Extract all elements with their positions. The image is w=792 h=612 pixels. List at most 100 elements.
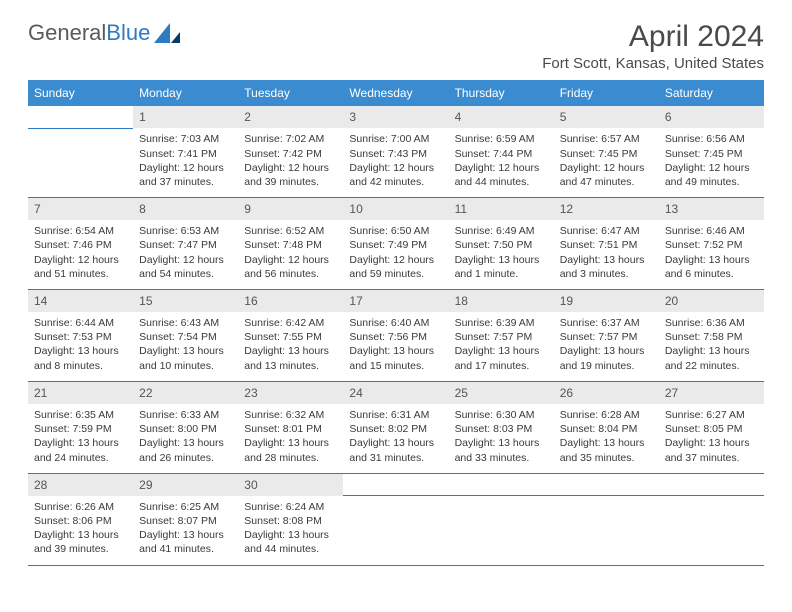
sunrise-text: Sunrise: 6:31 AM [349,408,442,422]
sunset-text: Sunset: 7:51 PM [560,238,653,252]
daylight-text: and 31 minutes. [349,451,442,465]
sunset-text: Sunset: 7:54 PM [139,330,232,344]
sunrise-text: Sunrise: 6:27 AM [665,408,758,422]
day-number: 9 [238,198,343,221]
day-cell: Sunrise: 6:40 AMSunset: 7:56 PMDaylight:… [343,312,448,381]
day-cell: Sunrise: 6:37 AMSunset: 7:57 PMDaylight:… [554,312,659,381]
daylight-text: Daylight: 12 hours [349,253,442,267]
daylight-text: and 33 minutes. [455,451,548,465]
daylight-text: Daylight: 13 hours [139,436,232,450]
sunrise-text: Sunrise: 6:59 AM [455,132,548,146]
daylight-text: Daylight: 12 hours [560,161,653,175]
sunrise-text: Sunrise: 6:25 AM [139,500,232,514]
day-cell: Sunrise: 6:35 AMSunset: 7:59 PMDaylight:… [28,404,133,473]
sunrise-text: Sunrise: 6:54 AM [34,224,127,238]
day-cell [659,496,764,565]
daylight-text: and 8 minutes. [34,359,127,373]
day-number: 13 [659,198,764,221]
sunset-text: Sunset: 7:41 PM [139,147,232,161]
sunrise-text: Sunrise: 6:32 AM [244,408,337,422]
day-cell [449,496,554,565]
sail-icon [154,23,180,43]
day-number: 8 [133,198,238,221]
daylight-text: and 44 minutes. [455,175,548,189]
sunrise-text: Sunrise: 6:35 AM [34,408,127,422]
sunset-text: Sunset: 8:07 PM [139,514,232,528]
day-number: 28 [28,473,133,496]
daylight-text: and 24 minutes. [34,451,127,465]
daylight-text: and 37 minutes. [665,451,758,465]
day-cell: Sunrise: 6:46 AMSunset: 7:52 PMDaylight:… [659,220,764,289]
day-cell: Sunrise: 6:42 AMSunset: 7:55 PMDaylight:… [238,312,343,381]
daylight-text: Daylight: 13 hours [560,253,653,267]
sunset-text: Sunset: 7:57 PM [560,330,653,344]
daylight-text: Daylight: 13 hours [665,253,758,267]
daylight-text: and 56 minutes. [244,267,337,281]
sunrise-text: Sunrise: 6:40 AM [349,316,442,330]
day-cell: Sunrise: 6:47 AMSunset: 7:51 PMDaylight:… [554,220,659,289]
sunset-text: Sunset: 8:08 PM [244,514,337,528]
daylight-text: Daylight: 13 hours [349,344,442,358]
daylight-text: and 44 minutes. [244,542,337,556]
sunset-text: Sunset: 7:45 PM [560,147,653,161]
day-cell: Sunrise: 6:26 AMSunset: 8:06 PMDaylight:… [28,496,133,565]
sunrise-text: Sunrise: 6:52 AM [244,224,337,238]
daylight-text: and 6 minutes. [665,267,758,281]
day-number: 19 [554,289,659,312]
daylight-text: Daylight: 13 hours [244,528,337,542]
sunset-text: Sunset: 7:52 PM [665,238,758,252]
day-cell: Sunrise: 6:25 AMSunset: 8:07 PMDaylight:… [133,496,238,565]
day-number: 18 [449,289,554,312]
sunrise-text: Sunrise: 6:56 AM [665,132,758,146]
sunrise-text: Sunrise: 6:50 AM [349,224,442,238]
daylight-text: and 47 minutes. [560,175,653,189]
calendar-table: Sunday Monday Tuesday Wednesday Thursday… [28,80,764,566]
day-number: 5 [554,106,659,128]
day-number: 25 [449,381,554,404]
sunset-text: Sunset: 8:01 PM [244,422,337,436]
day-cell: Sunrise: 6:49 AMSunset: 7:50 PMDaylight:… [449,220,554,289]
logo: GeneralBlue [28,20,180,46]
sunrise-text: Sunrise: 6:49 AM [455,224,548,238]
sunrise-text: Sunrise: 6:43 AM [139,316,232,330]
day-number: 10 [343,198,448,221]
day-content-row: Sunrise: 6:26 AMSunset: 8:06 PMDaylight:… [28,496,764,565]
day-number: 29 [133,473,238,496]
day-number [449,473,554,496]
daylight-text: and 37 minutes. [139,175,232,189]
daylight-text: Daylight: 13 hours [560,344,653,358]
page: GeneralBlue April 2024 Fort Scott, Kansa… [0,0,792,586]
sunset-text: Sunset: 7:44 PM [455,147,548,161]
daylight-text: and 22 minutes. [665,359,758,373]
day-content-row: Sunrise: 6:54 AMSunset: 7:46 PMDaylight:… [28,220,764,289]
title-block: April 2024 Fort Scott, Kansas, United St… [542,20,764,72]
day-cell: Sunrise: 6:57 AMSunset: 7:45 PMDaylight:… [554,128,659,197]
daylight-text: Daylight: 12 hours [139,161,232,175]
day-content-row: Sunrise: 6:35 AMSunset: 7:59 PMDaylight:… [28,404,764,473]
sunset-text: Sunset: 7:53 PM [34,330,127,344]
daylight-text: and 41 minutes. [139,542,232,556]
day-number: 4 [449,106,554,128]
day-number-row: 123456 [28,106,764,128]
sunrise-text: Sunrise: 6:33 AM [139,408,232,422]
day-cell: Sunrise: 7:03 AMSunset: 7:41 PMDaylight:… [133,128,238,197]
day-cell: Sunrise: 6:27 AMSunset: 8:05 PMDaylight:… [659,404,764,473]
daylight-text: and 39 minutes. [34,542,127,556]
daylight-text: Daylight: 13 hours [34,344,127,358]
logo-text-blue: Blue [106,20,150,46]
calendar-body: 123456 Sunrise: 7:03 AMSunset: 7:41 PMDa… [28,106,764,565]
sunrise-text: Sunrise: 6:37 AM [560,316,653,330]
day-cell [28,128,133,197]
day-number: 21 [28,381,133,404]
daylight-text: and 54 minutes. [139,267,232,281]
daylight-text: and 1 minute. [455,267,548,281]
day-number-row: 14151617181920 [28,289,764,312]
sunset-text: Sunset: 8:04 PM [560,422,653,436]
day-cell: Sunrise: 6:59 AMSunset: 7:44 PMDaylight:… [449,128,554,197]
sunrise-text: Sunrise: 6:46 AM [665,224,758,238]
day-number [28,106,133,128]
day-cell [343,496,448,565]
daylight-text: Daylight: 12 hours [349,161,442,175]
day-cell: Sunrise: 6:44 AMSunset: 7:53 PMDaylight:… [28,312,133,381]
day-number: 7 [28,198,133,221]
